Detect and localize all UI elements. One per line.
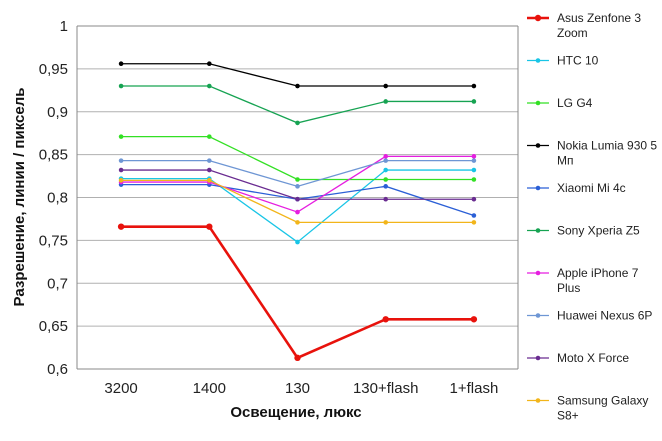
data-point xyxy=(471,83,477,89)
data-point xyxy=(207,134,212,139)
series-0 xyxy=(117,223,478,362)
data-point xyxy=(471,220,477,225)
legend-label: Asus Zenfone 3 Zoom xyxy=(557,11,641,40)
data-point xyxy=(207,158,212,163)
data-point xyxy=(383,154,389,159)
series-line xyxy=(121,63,474,87)
legend-label: Samsung Galaxy S8+ xyxy=(557,394,648,423)
data-point xyxy=(118,158,124,163)
legend-swatch-marker xyxy=(535,313,541,318)
axes xyxy=(76,25,519,370)
data-point xyxy=(295,239,300,245)
y-axis-title: Разрешение, линии / пиксель xyxy=(11,88,28,307)
data-point xyxy=(118,83,124,89)
data-point xyxy=(471,154,477,159)
legend-swatch-marker xyxy=(534,14,542,22)
series-7 xyxy=(118,158,477,189)
legend-label: Moto X Force xyxy=(557,351,629,365)
legend-swatch-marker xyxy=(535,398,541,403)
data-point xyxy=(383,158,389,163)
series-line xyxy=(121,135,474,181)
data-point xyxy=(383,83,389,89)
data-point xyxy=(118,178,124,183)
data-point xyxy=(295,120,300,126)
y-tick-label: 0,75 xyxy=(39,232,68,249)
y-tick-label: 0,65 xyxy=(39,318,68,335)
y-tick-label: 0,7 xyxy=(47,275,68,292)
data-point xyxy=(382,316,389,323)
x-tick-label: 1400 xyxy=(193,380,226,397)
legend: Asus Zenfone 3 Zoom HTC 10 LG G4 Nokia Lumia… xyxy=(527,11,657,423)
data-point xyxy=(383,196,389,202)
legend-label: Huawei Nexus 6P xyxy=(557,309,652,323)
series-5 xyxy=(118,83,477,126)
legend-label: Sony Xperia Z5 xyxy=(557,224,640,238)
data-point xyxy=(383,167,389,173)
data-point xyxy=(117,223,125,230)
data-point xyxy=(295,209,300,215)
data-point xyxy=(118,61,124,67)
y-tick-label: 0,9 xyxy=(47,104,68,121)
data-point xyxy=(383,99,389,104)
legend-label: Apple iPhone 7 Plus xyxy=(557,266,639,295)
y-tick-label: 0,8 xyxy=(47,190,68,207)
series-lines xyxy=(117,61,478,362)
legend-label: Nokia Lumia 930 5 Мп xyxy=(557,139,657,168)
gridlines xyxy=(77,25,518,327)
legend-swatch-marker xyxy=(535,185,541,191)
legend-swatch-marker xyxy=(535,355,541,361)
x-tick-label: 3200 xyxy=(104,380,137,397)
data-point xyxy=(118,134,124,139)
x-tick-label: 1+flash xyxy=(450,380,499,397)
y-tick-label: 1 xyxy=(60,18,68,35)
data-point xyxy=(295,83,300,89)
legend-swatch-marker xyxy=(535,143,541,148)
series-9 xyxy=(118,178,477,225)
data-point xyxy=(383,220,389,225)
series-3 xyxy=(118,61,477,89)
data-point xyxy=(471,167,477,173)
data-point xyxy=(295,220,300,225)
y-tick-labels: 0,6 0,65 0,7 0,75 0,8 0,85 0,9 0,95 1 xyxy=(39,18,68,378)
series-line xyxy=(121,225,474,360)
data-point xyxy=(471,99,477,104)
legend-label: LG G4 xyxy=(557,96,593,110)
data-point xyxy=(207,178,212,183)
data-point xyxy=(207,61,212,67)
x-tick-label: 130+flash xyxy=(353,380,418,397)
data-point xyxy=(471,158,477,163)
y-tick-label: 0,95 xyxy=(39,61,68,78)
series-line xyxy=(121,85,474,124)
data-point xyxy=(207,83,212,89)
legend-label: HTC 10 xyxy=(557,54,599,68)
series-8 xyxy=(118,167,477,202)
x-tick-labels: 3200 1400 130 130+flash 1+flash xyxy=(104,380,498,397)
x-axis-title: Освещение, люкс xyxy=(230,404,361,421)
data-point xyxy=(471,213,477,218)
legend-swatch-marker xyxy=(535,58,541,63)
x-tick-label: 130 xyxy=(285,380,310,397)
data-point xyxy=(470,316,478,323)
legend-swatch-marker xyxy=(535,100,541,106)
data-point xyxy=(206,223,213,230)
data-point xyxy=(471,196,477,202)
data-point xyxy=(471,177,477,182)
data-point xyxy=(383,177,389,182)
data-point xyxy=(295,177,300,182)
data-point xyxy=(118,167,124,173)
legend-swatch-marker xyxy=(535,228,541,233)
y-tick-label: 0,85 xyxy=(39,147,68,164)
series-2 xyxy=(118,134,477,182)
data-point xyxy=(295,184,300,189)
data-point xyxy=(383,184,389,189)
data-point xyxy=(294,354,301,362)
legend-swatch-marker xyxy=(535,270,541,276)
legend-label: Xiaomi Mi 4c xyxy=(557,181,626,195)
data-point xyxy=(295,196,300,202)
series-1 xyxy=(118,167,477,245)
data-point xyxy=(207,167,212,173)
y-tick-label: 0,6 xyxy=(47,361,68,378)
